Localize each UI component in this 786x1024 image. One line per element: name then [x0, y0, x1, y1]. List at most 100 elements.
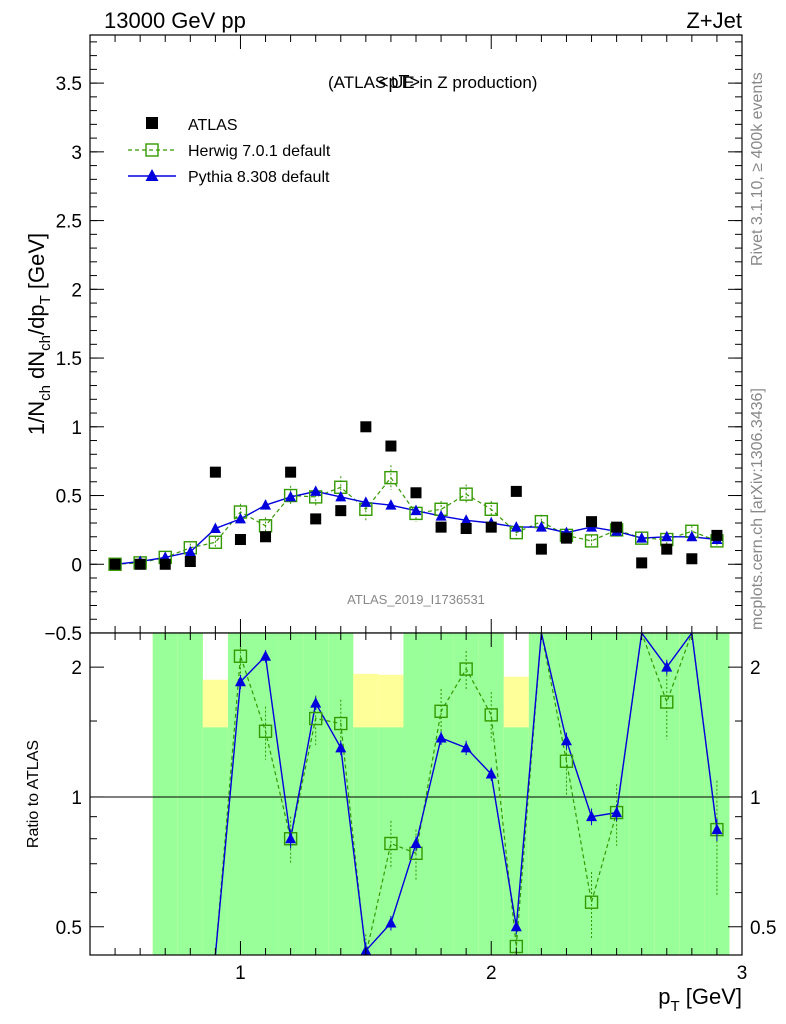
main-panel — [90, 35, 742, 633]
x-tick-label: 2 — [486, 963, 497, 984]
pythia-ratio-point — [510, 920, 522, 932]
ratio-y-tick-label-right: 0.5 — [750, 918, 776, 939]
header-right: Z+Jet — [686, 8, 742, 33]
atlas-point — [711, 529, 723, 541]
atlas-point — [184, 556, 196, 568]
ratio-y-tick-label: 1 — [71, 788, 82, 809]
ylabel-part-7: [GeV] — [24, 233, 49, 295]
herwig-point — [283, 488, 298, 503]
atlas-band-green — [679, 633, 705, 955]
atlas-band-green — [654, 633, 680, 955]
herwig-ratio-point — [334, 716, 348, 731]
atlas-band-green — [403, 633, 429, 955]
herwig-ratio-point — [233, 649, 248, 663]
pythia-ratio-point — [234, 675, 246, 687]
pythia-point — [285, 490, 297, 502]
ratio-y-tick-label-right: 2 — [750, 658, 761, 679]
main-y-tick-label: 2 — [71, 280, 82, 301]
atlas-point — [310, 513, 322, 525]
pythia-point — [410, 504, 422, 516]
herwig-point — [384, 470, 398, 485]
atlas-band-green — [152, 633, 178, 955]
chart-title-suffix: (ATLAS UE in Z production) — [328, 73, 537, 92]
pythia-point — [385, 499, 397, 510]
atlas-band-green — [478, 633, 504, 955]
rivet-label: Rivet 3.1.10, ≥ 400k events — [749, 72, 766, 266]
herwig-ratio-point — [434, 704, 448, 718]
mcplots-label: mcplots.cern.ch [arXiv:1306.3436] — [749, 388, 766, 630]
chart-title: <pT> — [378, 72, 420, 92]
pythia-point — [310, 485, 322, 496]
atlas-point — [560, 532, 572, 544]
legend-pythia-marker — [145, 169, 159, 181]
main-y-axis-label: 1/Nch dNch/dpT [GeV] — [24, 233, 54, 435]
pythia-ratio-point — [385, 917, 397, 928]
pythia-point — [209, 522, 221, 534]
pythia-ratio-point — [285, 832, 297, 844]
pythia-ratio-point — [485, 768, 497, 779]
herwig-ratio-point — [384, 836, 398, 851]
atlas-band-green — [303, 633, 329, 955]
pythia-point — [260, 499, 272, 510]
main-y-tick-label: 2.5 — [56, 212, 82, 233]
pythia-ratio-point — [560, 734, 572, 746]
pythia-ratio-point — [335, 741, 347, 753]
header-left: 13000 GeV pp — [104, 8, 246, 33]
atlas-point — [435, 521, 447, 533]
ylabel-part-6: T — [37, 295, 54, 304]
herwig-ratio-point — [660, 695, 674, 709]
atlas-point — [335, 505, 347, 517]
ylabel-part-1: 1/N — [24, 401, 49, 435]
atlas-point — [134, 558, 146, 570]
herwig-ratio-point — [459, 662, 473, 676]
atlas-point — [510, 485, 522, 497]
herwig-ratio-point — [584, 895, 599, 909]
herwig-ratio-point — [258, 724, 273, 738]
atlas-band-green — [253, 633, 279, 955]
atlas-point — [360, 421, 372, 433]
pythia-point — [636, 532, 648, 543]
atlas-point — [260, 531, 272, 543]
atlas-band-green — [353, 727, 379, 955]
x-tick-label: 3 — [737, 963, 748, 984]
x-axis-label: pT [GeV] — [658, 984, 742, 1015]
pythia-ratio-point — [460, 741, 472, 753]
analysis-watermark: ATLAS_2019_I1736531 — [347, 592, 485, 607]
main-y-tick-label: 3 — [71, 143, 82, 164]
pythia-point — [360, 496, 372, 507]
atlas-point — [661, 543, 673, 555]
atlas-point — [485, 521, 497, 533]
atlas-point — [209, 466, 221, 478]
herwig-point — [484, 502, 498, 516]
atlas-point — [586, 516, 598, 528]
pythia-point — [335, 490, 347, 502]
herwig-ratio-point — [308, 711, 323, 726]
ratio-y-tick-label: 0.5 — [56, 918, 82, 939]
herwig-ratio-point — [559, 754, 574, 768]
atlas-point — [460, 523, 472, 535]
atlas-band-green — [328, 633, 354, 955]
x-tick-label: 1 — [235, 963, 246, 984]
pythia-point — [460, 514, 472, 525]
ylabel-part-5: /dp — [24, 304, 49, 335]
legend-pythia-label: Pythia 8.308 default — [188, 169, 330, 186]
legend-atlas-label: ATLAS — [188, 117, 238, 134]
atlas-band-green — [579, 633, 605, 955]
atlas-band-green — [629, 633, 655, 955]
pythia-point — [686, 530, 698, 542]
main-y-tick-label: 1 — [71, 418, 82, 439]
pythia-point — [510, 521, 522, 532]
atlas-point — [109, 558, 121, 570]
legend-herwig-marker — [145, 143, 159, 157]
ratio-y-axis-label: Ratio to ATLAS — [25, 740, 42, 848]
pythia-ratio-point — [661, 661, 673, 672]
atlas-band-green — [453, 633, 479, 955]
pythia-ratio-point — [310, 697, 322, 708]
atlas-band-green — [202, 727, 228, 955]
ylabel-part-2: ch — [37, 385, 54, 401]
main-y-tick-label: 0 — [71, 555, 82, 576]
atlas-point — [234, 534, 246, 546]
pythia-ratio-point — [260, 650, 272, 661]
atlas-point — [535, 543, 547, 555]
